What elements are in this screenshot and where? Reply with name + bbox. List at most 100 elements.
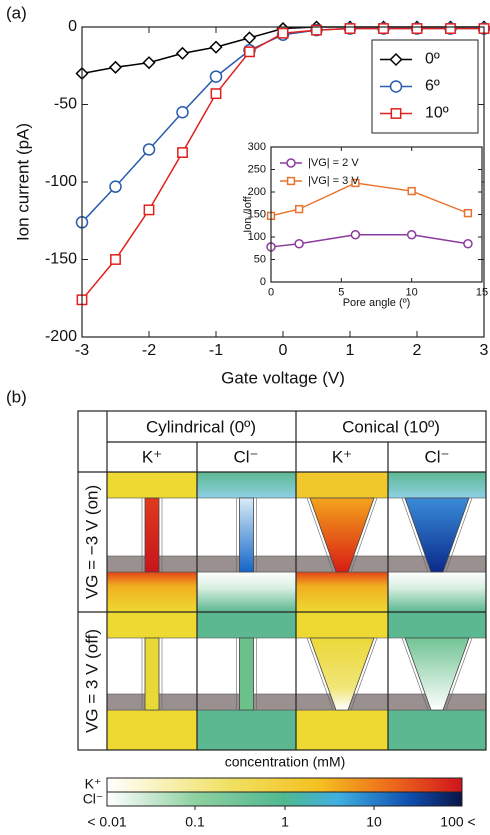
pore (144, 637, 160, 711)
y-tick-label: 300 (248, 141, 266, 153)
colorbar-tick-label: 0.1 (185, 814, 205, 830)
colorbar-tick-label: < 0.01 (87, 814, 127, 830)
legend-label: 6º (425, 78, 440, 95)
marker (244, 46, 255, 58)
pore-wall (350, 497, 378, 573)
y-tick-label: 100 (248, 231, 266, 243)
charts: -200 -150 -100 -50 0 -3 -2 -1 0 1 2 3 Gate voltage (… (13, 18, 490, 387)
marker (143, 204, 155, 216)
reservoir-bottom (388, 710, 486, 750)
y-tick-label: 0 (260, 276, 266, 288)
simulation-cell (387, 612, 487, 750)
colorbar-ion: Cl⁻ (83, 791, 104, 807)
colorbar-ion: K⁺ (85, 776, 102, 792)
reservoir-bottom (296, 572, 388, 612)
ion-header: K⁺ (142, 447, 162, 466)
marker (142, 143, 156, 156)
pore (144, 497, 160, 573)
marker (286, 158, 296, 168)
marker (390, 108, 402, 119)
reservoir-top (388, 472, 486, 498)
column-title: Cylindrical (0º) (146, 417, 256, 436)
colorbar-k (106, 777, 463, 793)
ion-header: K⁺ (332, 447, 352, 466)
marker (311, 24, 322, 36)
simulation-cell (106, 612, 198, 750)
y-tick-label: 0 (68, 18, 77, 35)
x-tick-label: 15 (476, 287, 488, 299)
marker (445, 23, 456, 34)
marker (351, 178, 360, 188)
row-label: VG = −3 V (on) (82, 485, 101, 599)
y-tick-label: 200 (248, 186, 266, 198)
colorbar-ticks (194, 806, 375, 810)
ion-header: Cl⁻ (424, 447, 449, 466)
marker (411, 23, 423, 34)
ion-header: Cl⁻ (233, 447, 258, 466)
reservoir-top (388, 612, 486, 638)
y-tick-label: 150 (248, 208, 266, 220)
plot-area (271, 147, 482, 282)
reservoir-top (107, 612, 197, 638)
x-tick-label: 0 (279, 342, 288, 359)
panel-label: (b) (6, 387, 27, 406)
legend: |VG| = 2 V |VG| = 3 V (280, 157, 359, 187)
reservoir-top (296, 472, 388, 498)
simulation-cell (387, 472, 487, 612)
frame (81, 26, 485, 338)
y-tick-label: -150 (45, 251, 77, 268)
pore-wall (306, 637, 334, 711)
marker (406, 230, 417, 240)
pore-wall (306, 497, 334, 573)
chart: 0 50 100 150 200 250 300 0 5 10 15 Pore angle (º) Io… (242, 141, 488, 309)
marker (209, 70, 223, 83)
pore (404, 497, 470, 573)
legend-label: 10º (425, 105, 449, 122)
pore (239, 497, 254, 573)
marker (210, 88, 222, 100)
reservoir-bottom (296, 710, 388, 750)
pore-wall (350, 637, 378, 711)
x-axis-label: Gate voltage (V) (221, 368, 345, 387)
marker (108, 60, 123, 74)
x-tick-label: 2 (413, 342, 422, 359)
simulation-cell (295, 612, 389, 750)
colorbar-cl (106, 791, 463, 807)
colorbar-tick-label: 1 (281, 814, 289, 830)
x-tick-label: 3 (480, 342, 489, 359)
reservoir-top (197, 612, 296, 638)
y-axis-label: Ion /Ioff (242, 195, 254, 232)
pore (404, 637, 470, 711)
cells (106, 472, 487, 750)
y-tick-label: 250 (248, 163, 266, 175)
simulation-cell (106, 472, 198, 612)
colorbar-tick-label: 100 < (440, 814, 475, 830)
simulation-cell (196, 472, 297, 612)
marker (286, 176, 296, 186)
marker (176, 106, 189, 119)
marker (407, 186, 416, 196)
reservoir-bottom (197, 710, 296, 750)
y-tick-label: -100 (45, 173, 77, 190)
marker (209, 40, 223, 54)
pore-wall (445, 497, 473, 573)
pore (309, 497, 375, 573)
reservoir-bottom (388, 572, 486, 612)
x-tick-label: -2 (142, 342, 156, 359)
marker (463, 209, 473, 218)
reservoir-bottom (197, 572, 296, 612)
panel-label: (a) (6, 3, 27, 22)
marker (177, 147, 188, 158)
x-tick-label: 1 (346, 342, 355, 359)
x-axis-label: Pore angle (º) (343, 297, 411, 309)
marker (277, 27, 289, 39)
marker (389, 52, 403, 67)
marker (344, 23, 356, 34)
simulation-cell (295, 472, 389, 612)
y-tick-label: -200 (45, 328, 77, 345)
y-axis-label: Ion current (pA) (13, 123, 32, 241)
x-tick-label: 10 (406, 287, 418, 299)
marker (175, 46, 190, 60)
reservoir-bottom (107, 710, 197, 750)
